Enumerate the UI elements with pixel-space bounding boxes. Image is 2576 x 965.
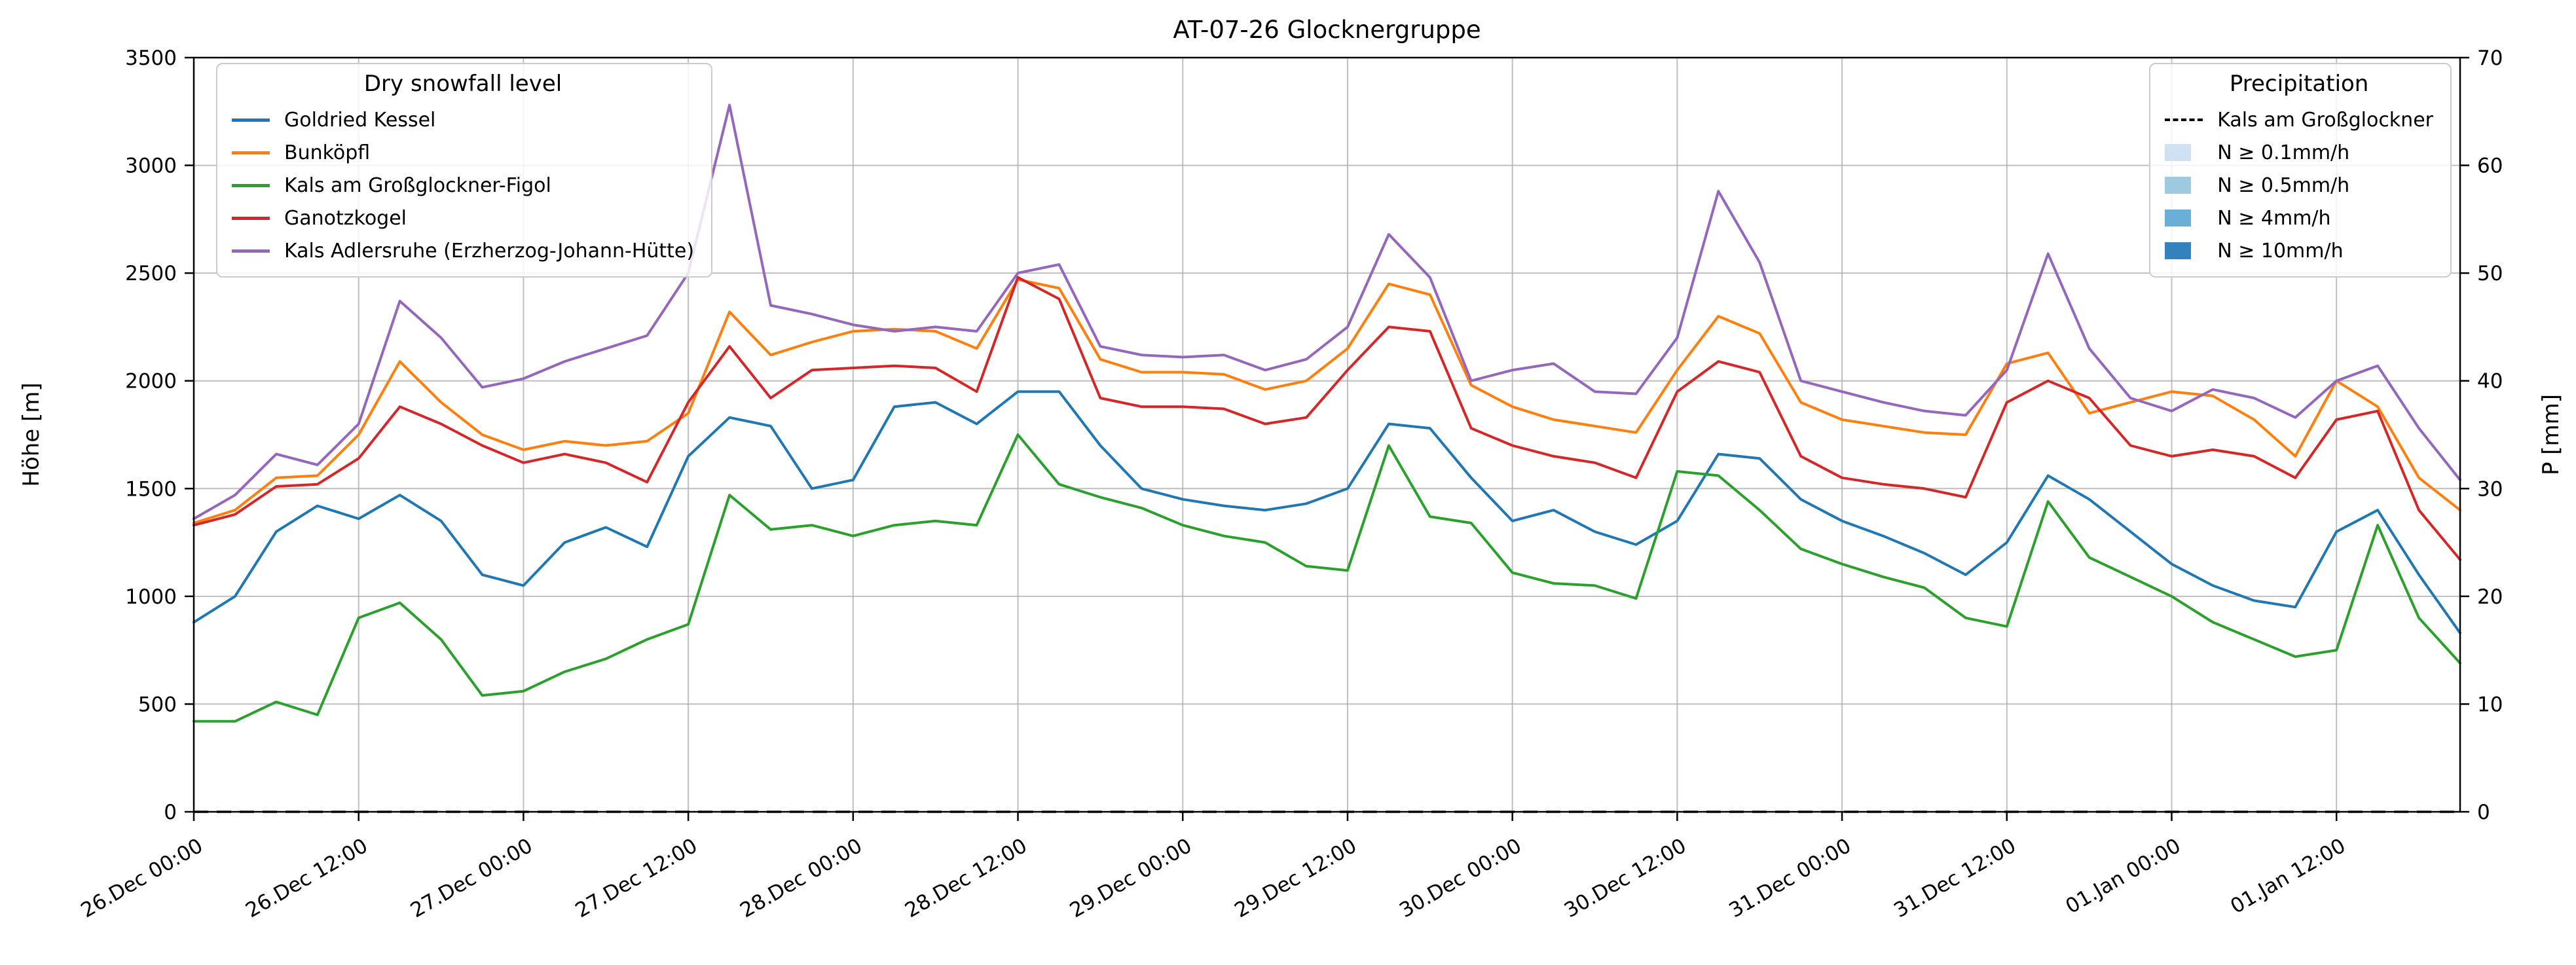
line-swatch-blue [232, 118, 270, 122]
plot-border [193, 56, 2461, 813]
legend-item: Kals Adlersruhe (Erzherzog-Johann-Hütte) [232, 234, 694, 267]
legend-title-precipitation: Precipitation [2229, 71, 2369, 97]
precip-swatch-0.1mm [2165, 144, 2192, 161]
y-tick-label-left: 0 [164, 801, 177, 824]
line-swatch-purple [232, 249, 270, 253]
legend-item: Goldried Kessel [232, 103, 694, 136]
x-tick-label: 01.Jan 00:00 [2062, 834, 2185, 919]
series-line-4 [193, 103, 2461, 520]
y-tick-label-right: 10 [2477, 693, 2503, 716]
x-tick-label: 26.Dec 12:00 [242, 834, 372, 922]
line-swatch-green [232, 183, 270, 187]
legend-label: N ≥ 10mm/h [2217, 239, 2344, 263]
legend-dry-snowfall-level: Dry snowfall level Goldried Kessel Bunkö… [216, 63, 713, 278]
precip-swatch-0.5mm [2165, 177, 2192, 194]
legend-label: Bunköpfl [284, 141, 371, 164]
x-tick-label: 01.Jan 12:00 [2226, 834, 2349, 919]
line-swatch-red [232, 216, 270, 220]
y-tick-label-left: 3000 [125, 155, 177, 178]
legend-label: N ≥ 0.1mm/h [2217, 141, 2350, 164]
y-axis-label-left: Höhe [m] [18, 382, 45, 487]
legend-label: Kals am Großglockner [2217, 108, 2433, 132]
y-tick-label-left: 1500 [125, 477, 177, 501]
legend-item: N ≥ 4mm/h [2165, 202, 2433, 234]
legend-label: N ≥ 0.5mm/h [2217, 173, 2350, 197]
y-tick-label-right: 20 [2477, 585, 2503, 609]
series-line-1 [193, 278, 2461, 524]
legend-label: Ganotzkogel [284, 206, 407, 230]
x-tick-label: 27.Dec 00:00 [407, 834, 537, 922]
legend-title-snowfall: Dry snowfall level [363, 71, 562, 97]
x-tick-label: 31.Dec 12:00 [1890, 834, 2020, 922]
y-tick-label-left: 2500 [125, 262, 177, 285]
legend-precipitation: Precipitation Kals am Großglockner N ≥ 0… [2149, 63, 2452, 278]
y-tick-label-right: 50 [2477, 262, 2503, 285]
legend-item: Kals am Großglockner-Figol [232, 169, 694, 202]
legend-item: Bunköpfl [232, 136, 694, 169]
legend-label: Kals Adlersruhe (Erzherzog-Johann-Hütte) [284, 239, 695, 263]
legend-item: N ≥ 0.1mm/h [2165, 136, 2433, 169]
legend-label: N ≥ 4mm/h [2217, 206, 2331, 230]
x-tick-label: 31.Dec 00:00 [1725, 834, 1856, 922]
x-tick-label: 29.Dec 12:00 [1230, 834, 1361, 922]
x-tick-label: 29.Dec 00:00 [1066, 834, 1196, 922]
y-tick-label-right: 40 [2477, 370, 2503, 393]
series-line-2 [193, 433, 2461, 723]
series-line-3 [193, 276, 2461, 561]
x-tick-label: 30.Dec 12:00 [1560, 834, 1691, 922]
chart-title: AT-07-26 Glocknergruppe [1173, 16, 1481, 44]
line-swatch-orange [232, 151, 270, 155]
precip-swatch-4mm [2165, 209, 2192, 227]
precip-swatch-10mm [2165, 242, 2192, 259]
legend-item: N ≥ 0.5mm/h [2165, 169, 2433, 202]
dashed-line-swatch [2165, 118, 2203, 121]
legend-item: N ≥ 10mm/h [2165, 234, 2433, 267]
series-line-0 [193, 390, 2461, 634]
x-tick-label: 30.Dec 00:00 [1395, 834, 1526, 922]
legend-label: Kals am Großglockner-Figol [284, 173, 551, 197]
x-tick-label: 28.Dec 00:00 [736, 834, 866, 922]
x-tick-label: 26.Dec 00:00 [77, 834, 207, 922]
y-tick-label-left: 2000 [125, 370, 177, 393]
y-tick-label-left: 3500 [125, 46, 177, 70]
y-tick-label-right: 0 [2477, 801, 2490, 824]
legend-item: Ganotzkogel [232, 202, 694, 234]
legend-item: Kals am Großglockner [2165, 103, 2433, 136]
y-tick-label-right: 70 [2477, 46, 2503, 70]
legend-label: Goldried Kessel [284, 108, 436, 132]
y-axis-label-right: P [mm] [2538, 393, 2564, 476]
y-tick-label-right: 30 [2477, 477, 2503, 501]
x-tick-label: 28.Dec 12:00 [901, 834, 1031, 922]
x-tick-label: 27.Dec 12:00 [572, 834, 702, 922]
y-tick-label-left: 1000 [125, 585, 177, 609]
y-tick-label-left: 500 [138, 693, 177, 716]
y-tick-label-right: 60 [2477, 155, 2503, 178]
